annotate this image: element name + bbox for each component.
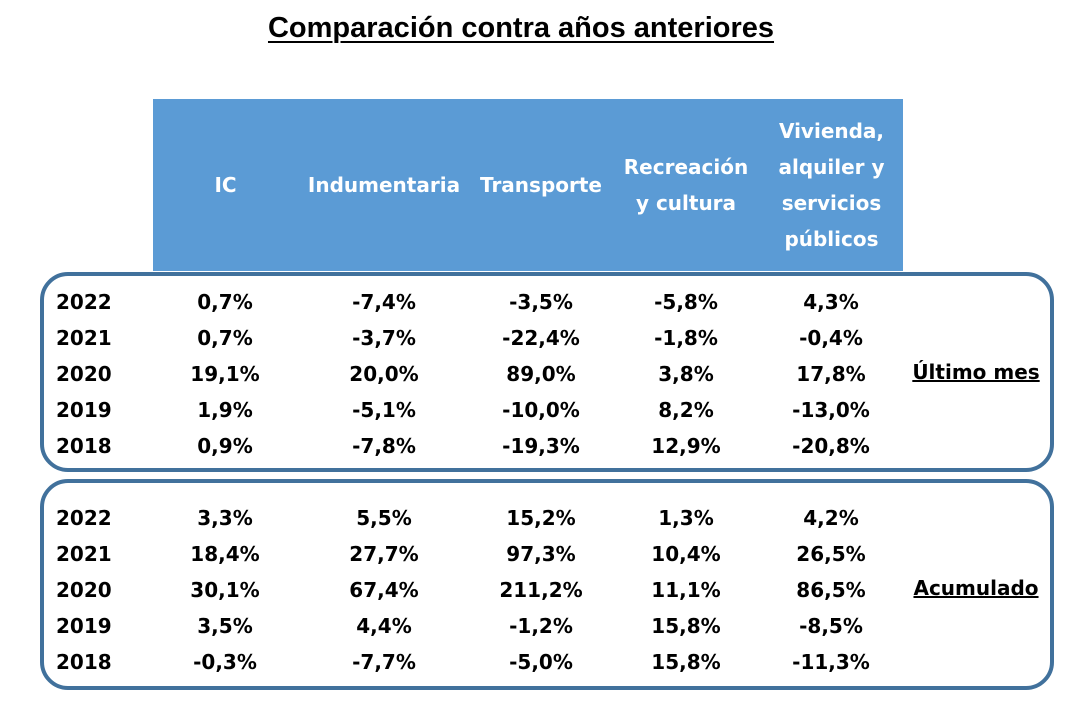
section-box-acumulado (40, 479, 1054, 690)
value-cell: -11,3% (792, 650, 870, 674)
value-cell: -3,7% (352, 326, 416, 350)
value-cell: -0,3% (193, 650, 257, 674)
value-cell: -22,4% (502, 326, 580, 350)
value-cell: 27,7% (349, 542, 419, 566)
value-cell: 1,9% (197, 398, 253, 422)
section-box-ultimo-mes (40, 272, 1054, 472)
value-cell: -1,8% (654, 326, 718, 350)
year-cell: 2022 (56, 506, 112, 530)
value-cell: 67,4% (349, 578, 419, 602)
table-row: 2019 1,9% -5,1% -10,0% 8,2% -13,0% (0, 392, 1091, 428)
table-row: 2019 3,5% 4,4% -1,2% 15,8% -8,5% (0, 608, 1091, 644)
value-cell: 17,8% (796, 362, 866, 386)
table-row: 2020 30,1% 67,4% 211,2% 11,1% 86,5% (0, 572, 1091, 608)
value-cell: 10,4% (651, 542, 721, 566)
value-cell: 15,2% (506, 506, 576, 530)
value-cell: 3,8% (658, 362, 714, 386)
column-header-vivienda: Vivienda, alquiler y servicios públicos (778, 119, 885, 251)
year-cell: 2019 (56, 398, 112, 422)
column-header-transporte: Transporte (480, 173, 602, 197)
year-cell: 2018 (56, 434, 112, 458)
year-cell: 2021 (56, 542, 112, 566)
value-cell: 26,5% (796, 542, 866, 566)
section-label-acumulado: Acumulado (913, 576, 1039, 600)
table-row: 2022 0,7% -7,4% -3,5% -5,8% 4,3% (0, 284, 1091, 320)
value-cell: 30,1% (190, 578, 260, 602)
value-cell: 0,7% (197, 326, 253, 350)
table-header-band (153, 99, 903, 271)
value-cell: -13,0% (792, 398, 870, 422)
year-cell: 2020 (56, 362, 112, 386)
value-cell: 211,2% (499, 578, 583, 602)
value-cell: 0,7% (197, 290, 253, 314)
value-cell: -5,1% (352, 398, 416, 422)
table-row: 2018 -0,3% -7,7% -5,0% 15,8% -11,3% (0, 644, 1091, 680)
value-cell: 20,0% (349, 362, 419, 386)
value-cell: 4,4% (356, 614, 412, 638)
year-cell: 2021 (56, 326, 112, 350)
value-cell: 5,5% (356, 506, 412, 530)
value-cell: -19,3% (502, 434, 580, 458)
value-cell: 11,1% (651, 578, 721, 602)
value-cell: 15,8% (651, 650, 721, 674)
table-row: 2018 0,9% -7,8% -19,3% 12,9% -20,8% (0, 428, 1091, 464)
value-cell: -0,4% (799, 326, 863, 350)
year-cell: 2022 (56, 290, 112, 314)
value-cell: -5,8% (654, 290, 718, 314)
value-cell: 19,1% (190, 362, 260, 386)
value-cell: 12,9% (651, 434, 721, 458)
value-cell: 97,3% (506, 542, 576, 566)
value-cell: 18,4% (190, 542, 260, 566)
value-cell: 8,2% (658, 398, 714, 422)
value-cell: -8,5% (799, 614, 863, 638)
value-cell: 3,5% (197, 614, 253, 638)
column-header-ic: IC (214, 173, 237, 197)
value-cell: 4,2% (803, 506, 859, 530)
value-cell: -20,8% (792, 434, 870, 458)
table-row: 2022 3,3% 5,5% 15,2% 1,3% 4,2% (0, 500, 1091, 536)
value-cell: -5,0% (509, 650, 573, 674)
value-cell: 86,5% (796, 578, 866, 602)
table-row: 2021 18,4% 27,7% 97,3% 10,4% 26,5% (0, 536, 1091, 572)
table-row: 2020 19,1% 20,0% 89,0% 3,8% 17,8% (0, 356, 1091, 392)
value-cell: 0,9% (197, 434, 253, 458)
value-cell: -3,5% (509, 290, 573, 314)
column-header-recreacion: Recreación y cultura (623, 155, 749, 215)
value-cell: 1,3% (658, 506, 714, 530)
table-row: 2021 0,7% -3,7% -22,4% -1,8% -0,4% (0, 320, 1091, 356)
page-title: Comparación contra años anteriores (267, 12, 775, 44)
value-cell: 3,3% (197, 506, 253, 530)
section-label-ultimo-mes: Último mes (912, 360, 1040, 384)
value-cell: 89,0% (506, 362, 576, 386)
year-cell: 2019 (56, 614, 112, 638)
value-cell: -7,8% (352, 434, 416, 458)
year-cell: 2020 (56, 578, 112, 602)
value-cell: -10,0% (502, 398, 580, 422)
value-cell: -1,2% (509, 614, 573, 638)
year-cell: 2018 (56, 650, 112, 674)
value-cell: 15,8% (651, 614, 721, 638)
value-cell: -7,4% (352, 290, 416, 314)
value-cell: 4,3% (803, 290, 859, 314)
value-cell: -7,7% (352, 650, 416, 674)
column-header-indumentaria: Indumentaria (307, 173, 461, 197)
